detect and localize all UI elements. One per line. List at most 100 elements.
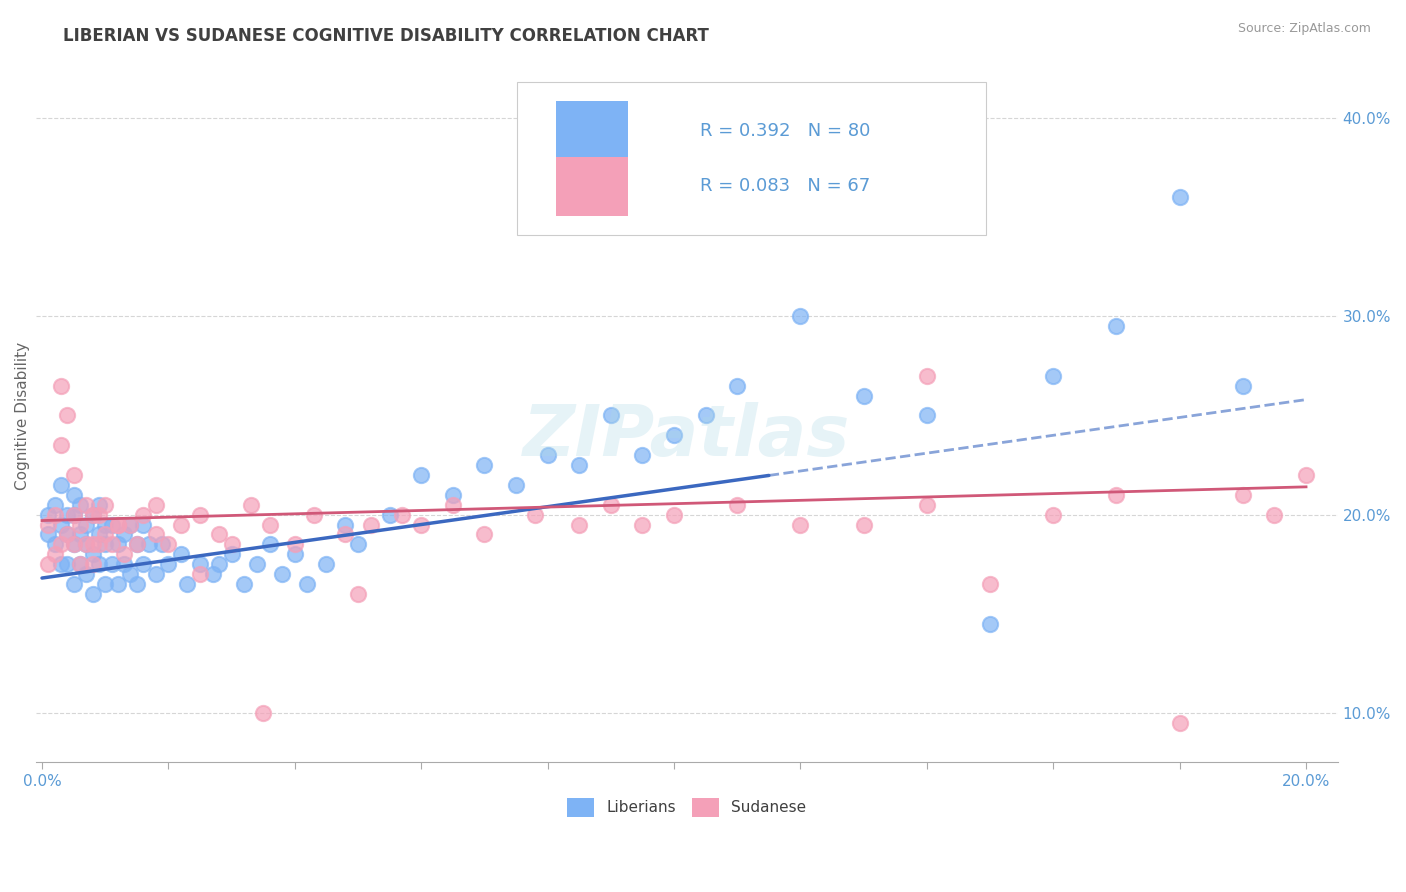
- Point: [87, 557, 110, 571]
- Point: [132, 557, 155, 571]
- Y-axis label: Cognitive Disability: Cognitive Disability: [15, 342, 30, 490]
- Point: [44, 547, 66, 561]
- Point: [56, 527, 79, 541]
- Point: [979, 577, 1001, 591]
- Point: [132, 508, 155, 522]
- Point: [49, 557, 72, 571]
- Point: [789, 310, 811, 324]
- Point: [188, 508, 211, 522]
- Point: [87, 527, 110, 541]
- Point: [120, 567, 142, 582]
- Point: [1042, 368, 1064, 383]
- Point: [208, 557, 231, 571]
- Point: [138, 537, 160, 551]
- Point: [37, 527, 59, 541]
- Point: [302, 508, 325, 522]
- Point: [221, 547, 243, 561]
- Point: [112, 527, 135, 541]
- Point: [56, 557, 79, 571]
- Point: [37, 557, 59, 571]
- Point: [49, 378, 72, 392]
- Point: [62, 577, 84, 591]
- Point: [347, 537, 370, 551]
- Point: [536, 448, 558, 462]
- Point: [252, 706, 274, 720]
- Point: [62, 537, 84, 551]
- Point: [271, 567, 294, 582]
- Point: [87, 537, 110, 551]
- Point: [94, 577, 117, 591]
- Point: [120, 517, 142, 532]
- Point: [112, 547, 135, 561]
- Point: [125, 537, 148, 551]
- Point: [132, 517, 155, 532]
- Point: [56, 527, 79, 541]
- Point: [94, 517, 117, 532]
- Point: [915, 368, 938, 383]
- Point: [69, 517, 91, 532]
- Point: [82, 587, 104, 601]
- Point: [391, 508, 413, 522]
- Point: [474, 527, 496, 541]
- Point: [82, 557, 104, 571]
- Point: [599, 409, 621, 423]
- Point: [170, 517, 193, 532]
- Point: [852, 389, 875, 403]
- Point: [208, 527, 231, 541]
- Point: [107, 577, 129, 591]
- Point: [568, 458, 591, 472]
- Point: [100, 557, 122, 571]
- Point: [62, 488, 84, 502]
- Point: [662, 428, 685, 442]
- Point: [1263, 508, 1285, 522]
- Point: [56, 409, 79, 423]
- Point: [188, 567, 211, 582]
- Point: [69, 557, 91, 571]
- Point: [94, 537, 117, 551]
- Point: [75, 537, 97, 551]
- Point: [82, 508, 104, 522]
- Point: [75, 567, 97, 582]
- Point: [725, 378, 748, 392]
- Text: ZIPatlas: ZIPatlas: [523, 401, 851, 471]
- Point: [49, 517, 72, 532]
- Point: [62, 467, 84, 482]
- Point: [284, 537, 307, 551]
- Point: [1295, 467, 1317, 482]
- Point: [75, 498, 97, 512]
- Point: [789, 517, 811, 532]
- Point: [568, 517, 591, 532]
- Point: [335, 517, 357, 532]
- Point: [441, 488, 464, 502]
- Point: [1042, 508, 1064, 522]
- Point: [49, 537, 72, 551]
- Point: [188, 557, 211, 571]
- Point: [347, 587, 370, 601]
- Point: [62, 537, 84, 551]
- Text: R = 0.392   N = 80: R = 0.392 N = 80: [700, 122, 870, 140]
- Point: [315, 557, 337, 571]
- Point: [56, 508, 79, 522]
- Legend: Liberians, Sudanese: Liberians, Sudanese: [560, 790, 814, 824]
- Point: [94, 498, 117, 512]
- Point: [37, 508, 59, 522]
- FancyBboxPatch shape: [557, 157, 628, 216]
- Point: [62, 508, 84, 522]
- Point: [100, 537, 122, 551]
- Point: [69, 498, 91, 512]
- Point: [631, 448, 654, 462]
- Point: [107, 517, 129, 532]
- Point: [259, 537, 281, 551]
- Point: [599, 498, 621, 512]
- Point: [62, 508, 84, 522]
- Point: [82, 508, 104, 522]
- Point: [107, 517, 129, 532]
- Point: [915, 498, 938, 512]
- Point: [150, 537, 173, 551]
- Point: [157, 557, 180, 571]
- Point: [82, 547, 104, 561]
- Point: [360, 517, 382, 532]
- Point: [145, 567, 167, 582]
- FancyBboxPatch shape: [557, 102, 628, 161]
- Point: [378, 508, 401, 522]
